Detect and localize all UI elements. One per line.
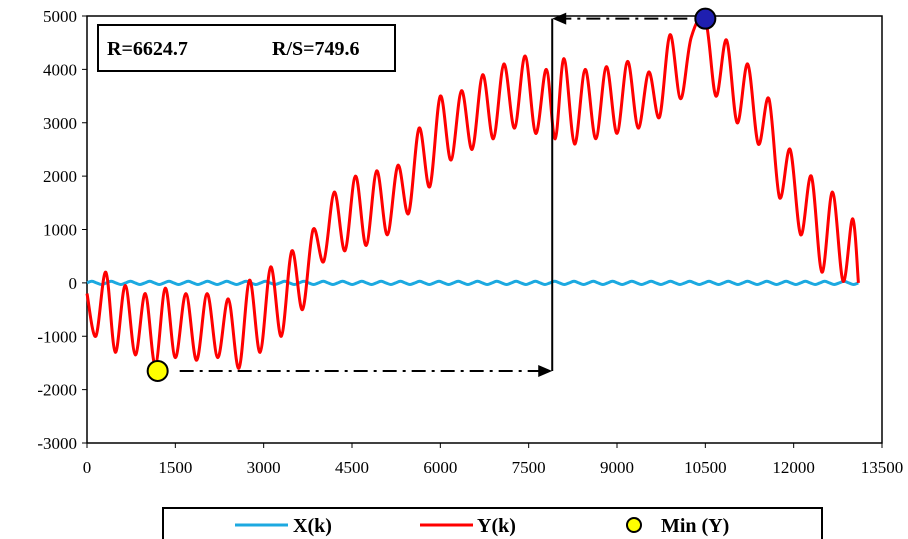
x-tick-label: 7500 (512, 458, 546, 477)
rs-label: R/S=749.6 (272, 38, 360, 60)
y-tick-label: 1000 (43, 221, 77, 240)
r-label: R=6624.7 (107, 38, 188, 60)
x-tick-label: 13500 (861, 458, 904, 477)
x-tick-label: 1500 (158, 458, 192, 477)
max-y-marker (694, 7, 717, 30)
max-guide-arrowhead (552, 12, 567, 25)
legend-label-x: X(k) (293, 515, 332, 537)
x-axis-ticks: 0 1500 3000 4500 6000 7500 9000 10500 12000 13500 (83, 443, 904, 477)
x-tick-label: 9000 (600, 458, 634, 477)
x-tick-label: 4500 (335, 458, 369, 477)
x-tick-label: 10500 (684, 458, 727, 477)
y-tick-label: 3000 (43, 114, 77, 133)
x-tick-label: 12000 (772, 458, 815, 477)
y-tick-label: -3000 (37, 434, 77, 453)
y-tick-label: -1000 (37, 327, 77, 346)
y-tick-label: 4000 (43, 60, 77, 79)
legend-marker-min (626, 517, 642, 533)
min-y-marker (146, 359, 169, 382)
x-tick-label: 6000 (423, 458, 457, 477)
legend-label-y: Y(k) (477, 515, 516, 537)
x-tick-label: 3000 (247, 458, 281, 477)
legend: X(k) Y(k) Min (Y) (162, 507, 823, 539)
y-tick-label: 2000 (43, 167, 77, 186)
y-tick-label: -2000 (37, 381, 77, 400)
legend-label-min: Min (Y) (661, 515, 729, 537)
series-x-line (86, 279, 859, 287)
marker-layer (146, 7, 717, 382)
y-axis-ticks: -3000 -2000 -1000 0 1000 2000 3000 4000 5000 (37, 7, 87, 453)
series-y-line (85, 14, 860, 370)
range-guide-layer (179, 12, 688, 377)
y-tick-label: 0 (69, 274, 78, 293)
y-tick-label: 5000 (43, 7, 77, 26)
min-guide-arrowhead (538, 364, 553, 377)
series-layer (85, 14, 860, 370)
annotation-box: R=6624.7 R/S=749.6 (97, 24, 396, 72)
x-tick-label: 0 (83, 458, 92, 477)
